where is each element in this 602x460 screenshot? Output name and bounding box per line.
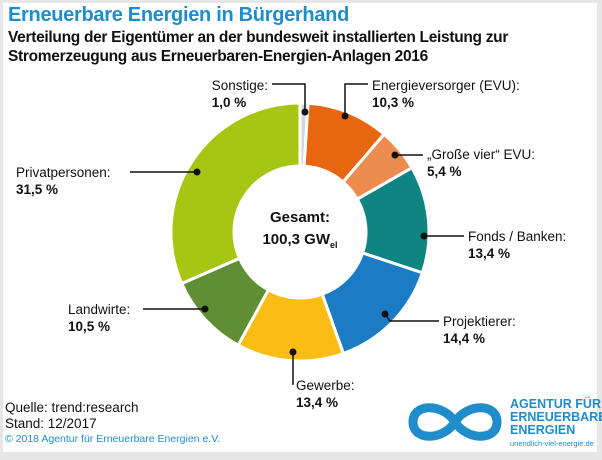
label-sonstige: Sonstige: 1,0 % [211, 78, 268, 110]
leader-dot-3 [420, 232, 428, 240]
center-label: Gesamt: 100,3 GWel [235, 207, 365, 256]
leader-dot-0 [301, 108, 309, 116]
leader-line-1 [344, 83, 368, 116]
label-grosse-vier: „Große vier“ EVU: 5,4 % [427, 147, 536, 179]
subtitle: Verteilung der Eigentümer an der bundesw… [8, 29, 509, 65]
logo-text: AGENTUR FÜR ERNEUERBARE ENERGIEN unendlich… [510, 398, 602, 450]
leader-dot-7 [193, 168, 201, 176]
source-text: Quelle: trend:research [5, 400, 139, 415]
center-label-value: 100,3 GWel [235, 229, 365, 256]
copyright: © 2018 Agentur für Erneuerbare Energien … [5, 433, 221, 445]
leader-dot-4 [381, 310, 389, 318]
leader-line-0 [272, 83, 306, 112]
label-projektierer: Projektierer: 14,4 % [443, 314, 516, 346]
label-privatpersonen: Privatpersonen: 31,5 % [16, 165, 111, 197]
total-unit-subscript: el [330, 240, 338, 250]
total-value: 100,3 GW [262, 231, 330, 248]
slice-7 [169, 101, 302, 286]
infographic-frame [3, 3, 597, 452]
label-gewerbe: Gewerbe: 13,4 % [296, 378, 355, 410]
leader-dot-1 [341, 112, 349, 120]
date-text: Stand: 12/2017 [5, 416, 97, 431]
leader-dot-6 [201, 305, 209, 313]
label-fonds-banken: Fonds / Banken: 13,4 % [468, 229, 567, 261]
leader-line-5 [292, 352, 294, 385]
leader-dot-5 [289, 348, 297, 356]
label-evu: Energieversorger (EVU): 10,3 % [372, 78, 520, 110]
source-note: Quelle: trend:research Stand: 12/2017 [5, 400, 139, 432]
leader-dot-2 [391, 151, 399, 159]
logo-url[interactable]: unendlich-viel-energie.de [510, 439, 594, 448]
center-label-title: Gesamt: [269, 209, 331, 226]
label-landwirte: Landwirte: 10,5 % [68, 302, 131, 334]
infinity-logo-icon [408, 403, 502, 441]
title: Erneuerbare Energien in Bürgerhand [8, 4, 349, 26]
